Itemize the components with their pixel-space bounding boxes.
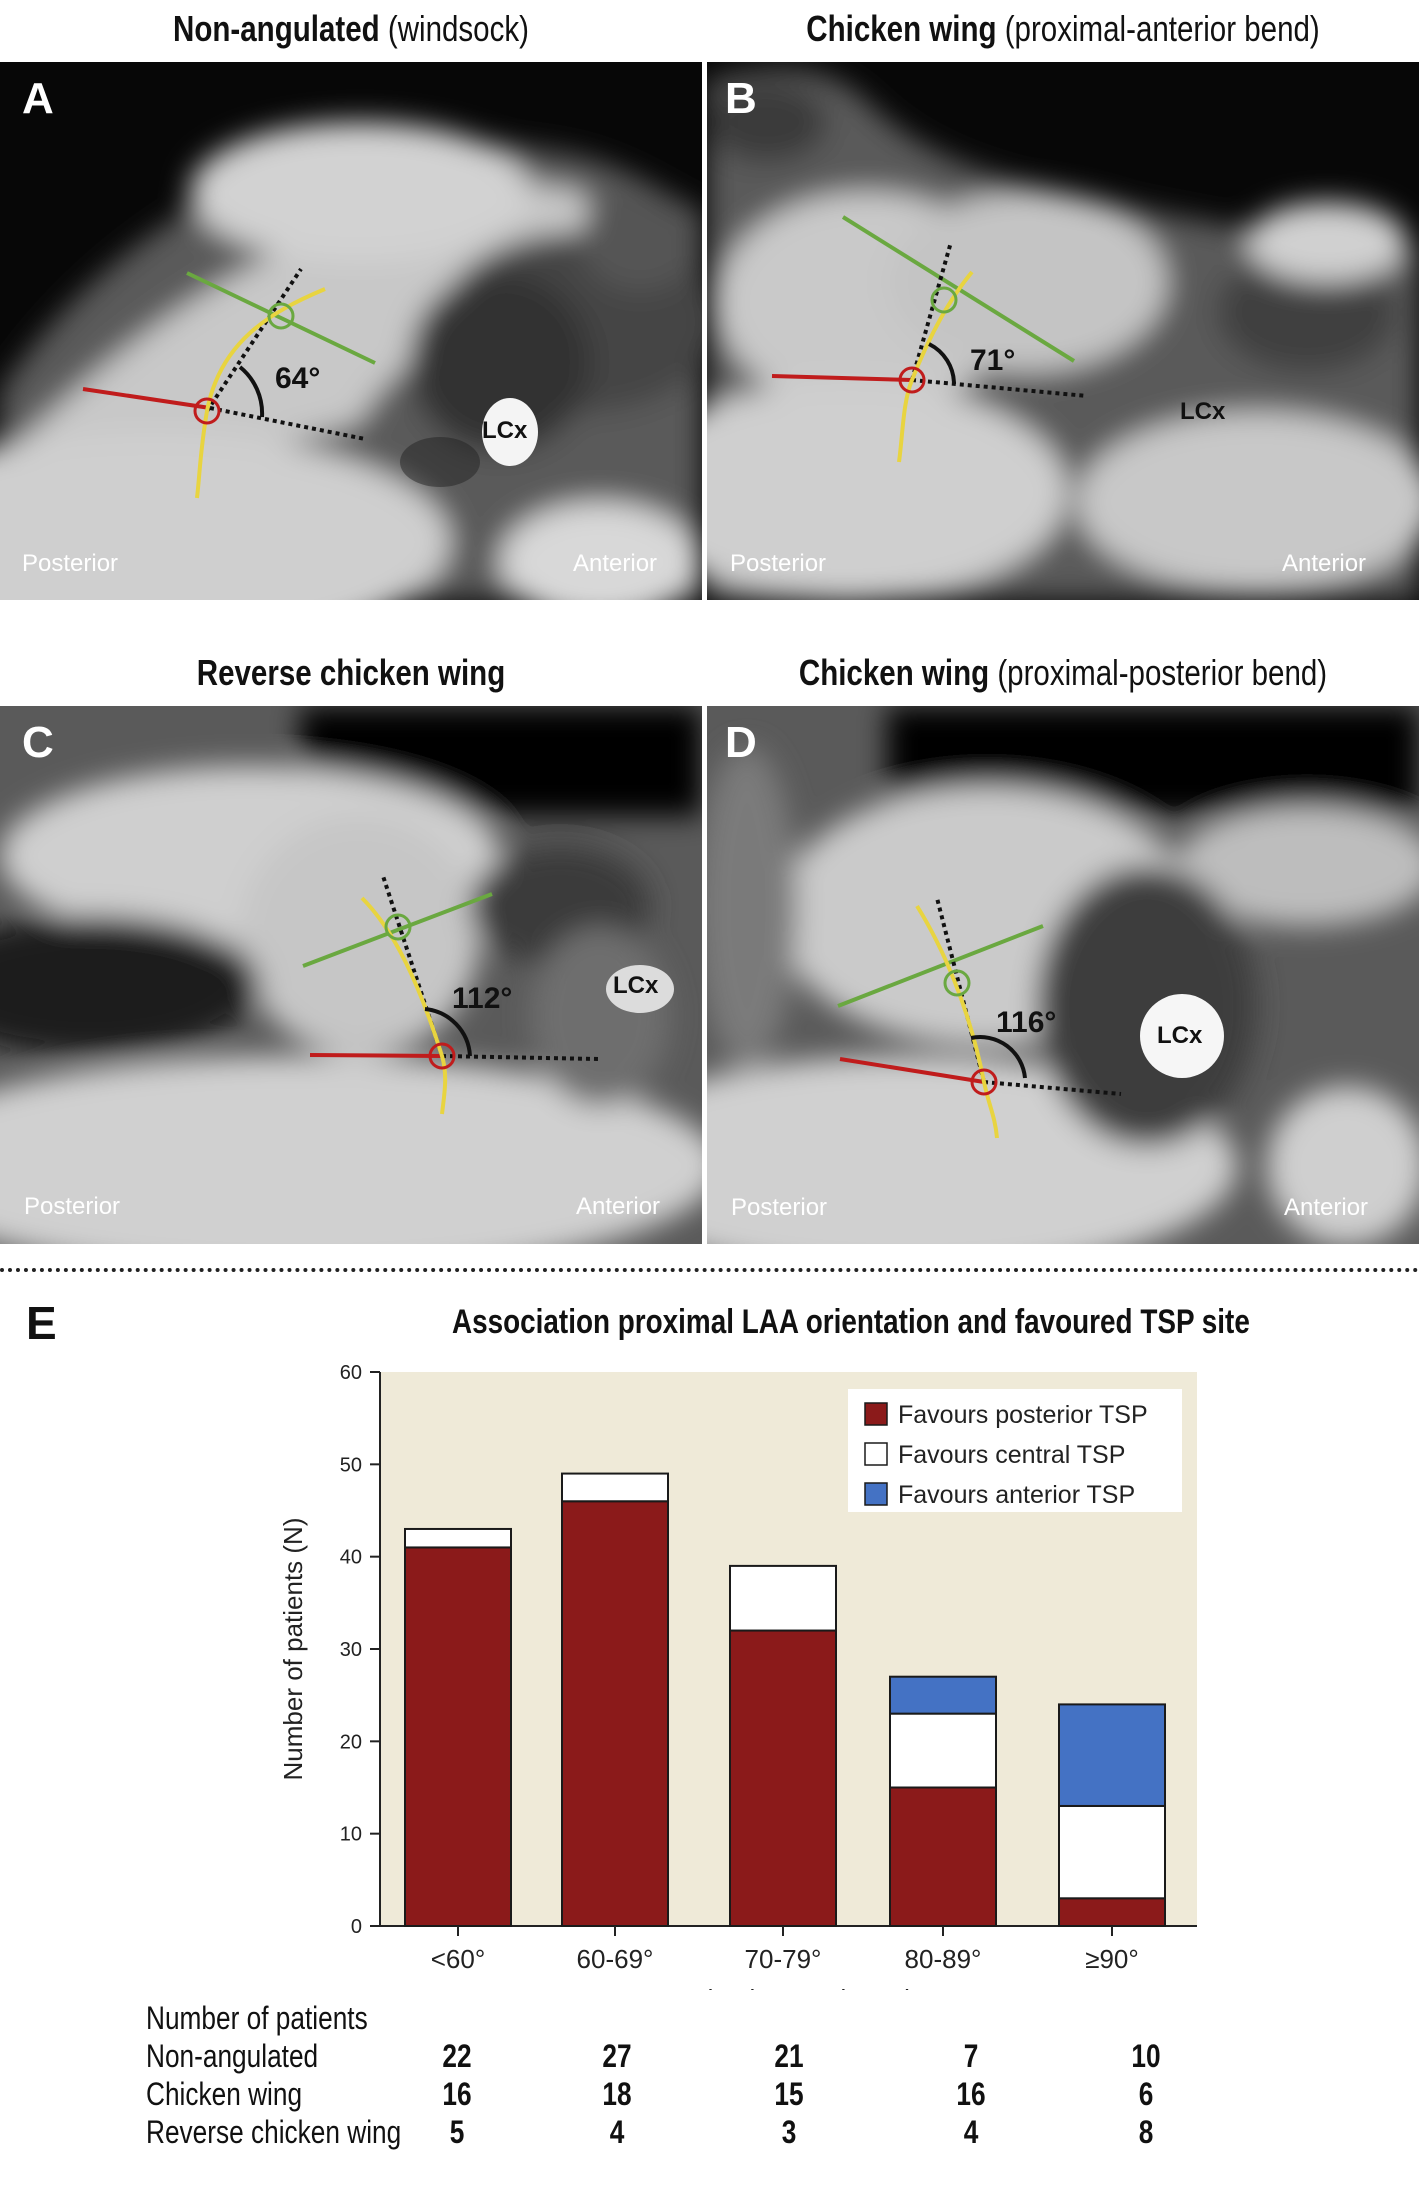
panel-a-anterior-label: Anterior xyxy=(573,550,658,577)
panel-a-title: Non-angulated (windsock) xyxy=(63,8,639,50)
panel-a-angle-label: 64° xyxy=(275,362,321,395)
legend-swatch xyxy=(864,1442,888,1466)
count-row-label: Chicken wing xyxy=(146,2076,303,2112)
count-cell: 10 xyxy=(1131,2038,1161,2074)
ct-image-b: B 71° LCx Posterior Anterior xyxy=(707,62,1419,600)
y-tick-label: 30 xyxy=(340,1639,362,1661)
x-tick-label: ≥90° xyxy=(1085,1944,1139,1974)
panel-b-anterior-label: Anterior xyxy=(1282,550,1367,577)
panel-d-title-rest: (proximal-posterior bend) xyxy=(989,652,1328,693)
count-cell: 18 xyxy=(602,2076,632,2112)
count-row-label: Reverse chicken wing xyxy=(146,2114,402,2150)
bar-segment-posterior xyxy=(561,1500,669,1927)
x-tick-label: 80-89° xyxy=(905,1944,982,1974)
panel-c-anterior-label: Anterior xyxy=(576,1193,661,1220)
y-tick-label: 50 xyxy=(340,1454,362,1476)
panel-a-posterior-label: Posterior xyxy=(22,550,119,577)
panel-c-vessel-label: LCx xyxy=(613,972,659,999)
y-tick-label: 0 xyxy=(351,1916,362,1938)
panel-b-posterior-label: Posterior xyxy=(730,550,827,577)
count-cell: 3 xyxy=(781,2114,797,2150)
chart-title: Association proximal LAA orientation and… xyxy=(452,1303,1250,1341)
count-cell: 21 xyxy=(774,2038,804,2074)
bar-segment-posterior xyxy=(729,1629,837,1927)
legend-box xyxy=(848,1389,1182,1512)
panel-c-letter: C xyxy=(22,718,54,767)
count-cell: 15 xyxy=(774,2076,804,2112)
bar-segment-central xyxy=(404,1527,512,1549)
panel-e-letter: E xyxy=(26,1297,57,1349)
panel-c-posterior-label: Posterior xyxy=(24,1193,121,1220)
panel-d-title: Chicken wing (proximal-posterior bend) xyxy=(771,652,1355,694)
count-cell: 22 xyxy=(442,2038,472,2074)
panel-d-posterior-label: Posterior xyxy=(731,1194,828,1221)
bar-segment-central xyxy=(729,1564,837,1632)
bar-segment-posterior xyxy=(1058,1897,1166,1927)
panel-d-angle-label: 116° xyxy=(996,1006,1057,1039)
stacked-bar-chart: 0 10 20 30 40 50 60 <60° 60-69° 70-79° 80-89° ≥90° P… xyxy=(278,1362,1197,1990)
count-cell: 27 xyxy=(602,2038,632,2074)
count-cell: 8 xyxy=(1138,2114,1154,2150)
legend-label: Favours posterior TSP xyxy=(898,1401,1148,1429)
count-cell: 7 xyxy=(963,2038,979,2074)
count-cell: 4 xyxy=(963,2114,979,2150)
bar-segment-anterior xyxy=(889,1675,997,1715)
panel-c-title: Reverse chicken wing xyxy=(63,652,639,694)
panel-a-title-bold: Non-angulated xyxy=(173,8,380,49)
panel-a-title-rest: (windsock) xyxy=(379,8,529,49)
y-tick-label: 10 xyxy=(340,1824,362,1846)
panel-b-vessel-label: LCx xyxy=(1180,398,1226,425)
panel-a-letter: A xyxy=(22,74,54,123)
bar-segment-posterior xyxy=(404,1546,512,1928)
panel-c-title-bold: Reverse chicken wing xyxy=(196,652,506,693)
count-cell: 6 xyxy=(1138,2076,1154,2112)
legend-label: Favours central TSP xyxy=(898,1441,1125,1469)
x-tick-label: 70-79° xyxy=(745,1944,822,1974)
ct-image-c: C 112° LCx Posterior Anterior xyxy=(0,706,702,1244)
panel-b-letter: B xyxy=(725,74,757,123)
y-tick-label: 60 xyxy=(340,1362,362,1384)
panel-c-angle-label: 112° xyxy=(452,982,513,1015)
count-cell: 5 xyxy=(449,2114,465,2150)
count-row-label: Non-angulated xyxy=(146,2038,319,2074)
panel-d-title-bold: Chicken wing xyxy=(798,652,990,693)
legend-swatch xyxy=(864,1402,888,1426)
panel-b-angle-label: 71° xyxy=(970,344,1016,377)
bar-segment-central xyxy=(1058,1804,1166,1900)
panel-b-title-rest: (proximal-anterior bend) xyxy=(996,8,1320,49)
count-cell: 16 xyxy=(956,2076,986,2112)
y-tick-label: 40 xyxy=(340,1547,362,1569)
bar-segment-anterior xyxy=(1058,1703,1166,1807)
panel-d-letter: D xyxy=(725,718,757,767)
y-tick-label: 20 xyxy=(340,1731,362,1753)
x-axis-label: Proximal LAA orientation xyxy=(654,1984,939,1990)
count-table-header: Number of patients xyxy=(146,2000,368,2036)
ct-image-d: D 116° LCx Posterior Anterior xyxy=(707,706,1419,1244)
panel-d-vessel-label: LCx xyxy=(1157,1022,1203,1049)
panel-d-anterior-label: Anterior xyxy=(1284,1194,1369,1221)
bar-segment-central xyxy=(561,1472,669,1503)
count-cell: 16 xyxy=(442,2076,472,2112)
x-tick-label: 60-69° xyxy=(577,1944,654,1974)
legend-swatch xyxy=(864,1482,888,1506)
bar-segment-central xyxy=(889,1712,997,1789)
count-cell: 4 xyxy=(609,2114,625,2150)
panel-b-title: Chicken wing (proximal-anterior bend) xyxy=(771,8,1355,50)
x-tick-label: <60° xyxy=(431,1944,486,1974)
ct-image-a: A 64° LCx Posterior Anterior xyxy=(0,62,702,600)
y-axis-label: Number of patients (N) xyxy=(278,1518,308,1781)
panel-a-vessel-label: LCx xyxy=(482,417,528,444)
panel-b-title-bold: Chicken wing xyxy=(806,8,997,49)
bar-segment-posterior xyxy=(889,1786,997,1927)
section-separator xyxy=(0,1268,1419,1272)
legend-label: Favours anterior TSP xyxy=(898,1481,1135,1509)
